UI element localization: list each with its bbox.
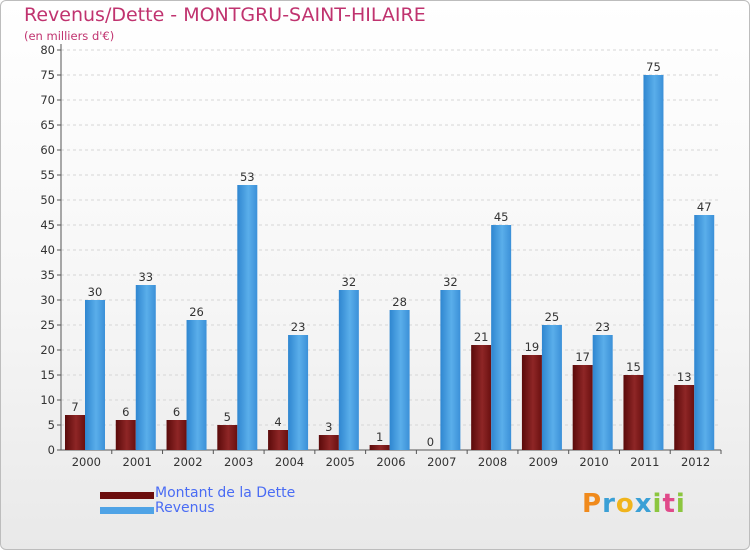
data-label-revenus: 32 bbox=[342, 275, 357, 289]
bar-dette bbox=[217, 425, 238, 450]
y-tick-label: 80 bbox=[40, 43, 55, 57]
bar-dette bbox=[572, 365, 593, 450]
bar-revenus bbox=[694, 215, 715, 450]
x-tick-label: 2010 bbox=[579, 455, 608, 469]
bar-dette bbox=[318, 435, 339, 450]
data-label-revenus: 75 bbox=[646, 60, 661, 74]
data-label-dette: 21 bbox=[474, 330, 489, 344]
bar-revenus bbox=[338, 290, 359, 450]
bar-revenus bbox=[643, 75, 664, 450]
data-label-dette: 5 bbox=[224, 410, 231, 424]
data-label-dette: 19 bbox=[525, 340, 540, 354]
data-label-dette: 1 bbox=[376, 430, 383, 444]
legend-label-dette: Montant de la Dette bbox=[155, 485, 296, 501]
bar-dette bbox=[65, 415, 85, 450]
data-label-dette: 6 bbox=[173, 405, 180, 419]
y-tick-label: 35 bbox=[40, 268, 55, 282]
data-label-dette: 13 bbox=[677, 370, 692, 384]
y-tick-label: 10 bbox=[40, 393, 55, 407]
bar-revenus bbox=[237, 185, 258, 450]
y-tick-label: 65 bbox=[40, 118, 55, 132]
bar-dette bbox=[674, 385, 695, 450]
data-label-dette: 3 bbox=[325, 420, 332, 434]
x-tick-label: 2005 bbox=[326, 455, 355, 469]
y-tick-label: 45 bbox=[40, 218, 55, 232]
bar-revenus bbox=[186, 320, 207, 450]
data-label-revenus: 45 bbox=[494, 210, 509, 224]
x-tick-label: 2002 bbox=[173, 455, 202, 469]
data-label-dette: 0 bbox=[427, 435, 434, 449]
y-tick-label: 55 bbox=[40, 168, 55, 182]
y-tick-label: 60 bbox=[40, 143, 55, 157]
logo-letter: i bbox=[675, 489, 686, 519]
bar-dette bbox=[369, 445, 390, 450]
x-tick-label: 2009 bbox=[529, 455, 558, 469]
y-tick-label: 0 bbox=[48, 443, 55, 457]
y-tick-label: 75 bbox=[40, 68, 55, 82]
data-label-revenus: 33 bbox=[138, 270, 153, 284]
bars bbox=[65, 75, 715, 450]
bar-revenus bbox=[288, 335, 309, 450]
data-label-revenus: 53 bbox=[240, 170, 255, 184]
data-label-dette: 15 bbox=[626, 360, 641, 374]
logo-letter: x bbox=[634, 489, 653, 519]
y-tick-label: 30 bbox=[40, 293, 55, 307]
legend-swatch-dette bbox=[100, 492, 154, 499]
data-label-revenus: 28 bbox=[392, 295, 407, 309]
bar-dette bbox=[166, 420, 187, 450]
data-label-revenus: 26 bbox=[189, 305, 204, 319]
y-tick-label: 40 bbox=[40, 243, 55, 257]
bar-dette bbox=[268, 430, 289, 450]
bar-revenus bbox=[440, 290, 461, 450]
x-tick-label: 2011 bbox=[630, 455, 659, 469]
bar-dette bbox=[471, 345, 492, 450]
y-tick-label: 25 bbox=[40, 318, 55, 332]
legend-swatch-revenus bbox=[100, 507, 154, 514]
logo-letter: t bbox=[662, 489, 676, 519]
x-tick-label: 2006 bbox=[376, 455, 405, 469]
y-tick-label: 70 bbox=[40, 93, 55, 107]
labels: 7 30 6 33 6 26 5 53 4 23 3 32 1 28 0 32 21 45 19 25 17 23 15 75… bbox=[71, 60, 711, 449]
data-label-dette: 4 bbox=[274, 415, 281, 429]
data-label-dette: 7 bbox=[71, 400, 78, 414]
data-label-revenus: 30 bbox=[88, 285, 103, 299]
chart-subtitle: (en milliers d'€) bbox=[24, 29, 115, 43]
logo-letter: i bbox=[652, 489, 663, 519]
data-label-revenus: 25 bbox=[545, 310, 560, 324]
x-tick-label: 2001 bbox=[123, 455, 152, 469]
data-label-revenus: 23 bbox=[291, 320, 306, 334]
data-label-revenus: 23 bbox=[595, 320, 610, 334]
logo-letter: r bbox=[602, 489, 616, 519]
y-tick-label: 50 bbox=[40, 193, 55, 207]
data-label-revenus: 47 bbox=[697, 200, 712, 214]
logo-letter: o bbox=[615, 489, 635, 519]
y-tick-label: 20 bbox=[40, 343, 55, 357]
y-tick-label: 15 bbox=[40, 368, 55, 382]
proxiti-logo: Proxiti bbox=[582, 489, 686, 523]
bar-revenus bbox=[541, 325, 562, 450]
y-tick-label: 5 bbox=[48, 418, 55, 432]
bar-dette bbox=[521, 355, 542, 450]
bar-revenus bbox=[491, 225, 512, 450]
x-tick-label: 2012 bbox=[681, 455, 710, 469]
x-tick-label: 2004 bbox=[275, 455, 304, 469]
bar-revenus bbox=[389, 310, 410, 450]
x-tick-label: 2007 bbox=[427, 455, 456, 469]
x-tick-label: 2000 bbox=[72, 455, 101, 469]
bar-dette bbox=[623, 375, 644, 450]
x-tick-label: 2003 bbox=[224, 455, 253, 469]
legend-label-revenus: Revenus bbox=[155, 500, 215, 516]
logo-letter: P bbox=[582, 489, 603, 519]
bar-revenus bbox=[592, 335, 613, 450]
data-label-dette: 17 bbox=[575, 350, 590, 364]
bar-dette bbox=[115, 420, 136, 450]
bar-revenus bbox=[135, 285, 156, 450]
bar-revenus bbox=[85, 300, 105, 450]
data-label-dette: 6 bbox=[122, 405, 129, 419]
data-label-revenus: 32 bbox=[443, 275, 458, 289]
chart-title: Revenus/Dette - MONTGRU-SAINT-HILAIRE bbox=[24, 4, 426, 26]
x-tick-label: 2008 bbox=[478, 455, 507, 469]
